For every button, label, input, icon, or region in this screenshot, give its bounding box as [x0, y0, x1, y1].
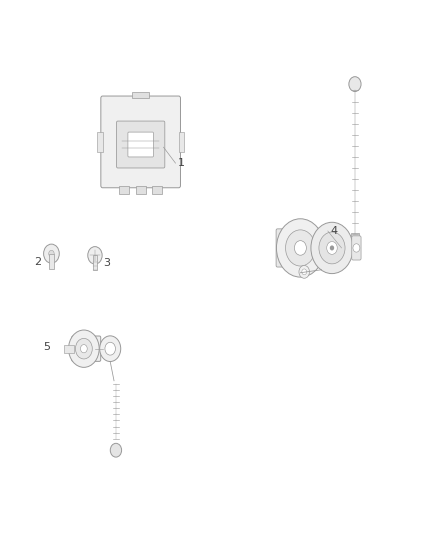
Circle shape [88, 247, 102, 264]
Circle shape [311, 222, 353, 273]
Circle shape [278, 253, 285, 261]
Circle shape [44, 244, 59, 263]
Circle shape [302, 269, 307, 275]
Text: 4: 4 [330, 226, 337, 236]
Bar [179, 132, 184, 151]
Bar [49, 254, 54, 269]
Circle shape [278, 244, 285, 252]
Bar [136, 185, 145, 195]
Circle shape [110, 443, 122, 457]
Circle shape [327, 241, 337, 254]
FancyBboxPatch shape [276, 229, 287, 267]
Text: 1: 1 [178, 158, 185, 168]
Circle shape [49, 251, 54, 257]
FancyBboxPatch shape [128, 132, 153, 157]
Circle shape [294, 241, 306, 255]
Circle shape [331, 246, 333, 250]
Text: 5: 5 [44, 342, 51, 352]
Bar [64, 345, 74, 353]
Bar [119, 185, 129, 195]
Circle shape [349, 77, 361, 92]
Circle shape [75, 338, 92, 359]
Circle shape [319, 232, 345, 264]
Circle shape [353, 244, 360, 252]
Circle shape [105, 342, 116, 355]
Text: 2: 2 [34, 257, 41, 267]
Bar [152, 185, 162, 195]
Text: 3: 3 [103, 259, 110, 268]
Circle shape [81, 344, 87, 353]
Circle shape [286, 230, 315, 266]
Bar [97, 132, 102, 151]
FancyBboxPatch shape [352, 236, 361, 260]
Bar [132, 92, 149, 98]
Bar [350, 233, 359, 244]
Bar [93, 255, 97, 270]
FancyBboxPatch shape [72, 336, 101, 361]
Circle shape [276, 219, 324, 277]
FancyBboxPatch shape [101, 96, 180, 188]
Circle shape [100, 336, 121, 361]
Circle shape [278, 235, 285, 244]
FancyBboxPatch shape [117, 121, 165, 168]
Circle shape [299, 265, 310, 278]
Circle shape [68, 330, 99, 367]
Bar [286, 244, 355, 252]
